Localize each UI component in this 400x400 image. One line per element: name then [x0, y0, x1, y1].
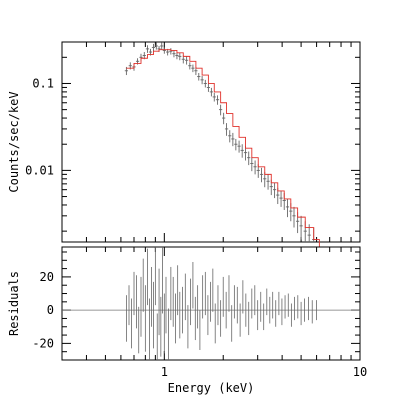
residuals-y-tick-label: 20	[40, 270, 54, 284]
spectrum-panel	[61, 41, 361, 248]
model-line	[126, 49, 320, 248]
x-axis-title: Energy (keV)	[168, 381, 255, 395]
x-tick-label: 1	[161, 365, 168, 379]
residuals-y-tick-label: -20	[32, 336, 54, 350]
residuals-panel	[61, 246, 361, 361]
spectrum-y-axis-title: Counts/sec/keV	[7, 91, 21, 192]
spectrum-y-tick-label: 0.1	[32, 76, 54, 90]
x-tick-label: 10	[353, 365, 367, 379]
residuals-frame	[61, 246, 361, 361]
residuals-y-tick-label: 0	[47, 303, 54, 317]
spectrum-frame	[61, 41, 361, 243]
spectrum-y-tick-label: 0.01	[25, 163, 54, 177]
residuals-y-axis-title: Residuals	[7, 271, 21, 336]
